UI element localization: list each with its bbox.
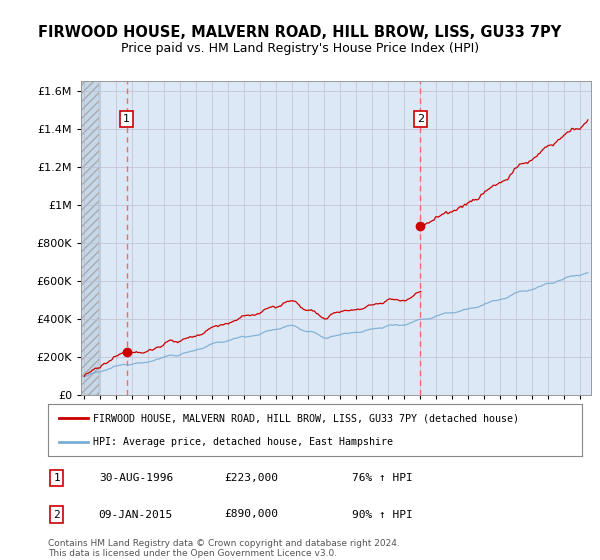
- Text: 2: 2: [417, 114, 424, 124]
- Text: FIRWOOD HOUSE, MALVERN ROAD, HILL BROW, LISS, GU33 7PY (detached house): FIRWOOD HOUSE, MALVERN ROAD, HILL BROW, …: [94, 413, 520, 423]
- Text: Contains HM Land Registry data © Crown copyright and database right 2024.
This d: Contains HM Land Registry data © Crown c…: [48, 539, 400, 558]
- Text: FIRWOOD HOUSE, MALVERN ROAD, HILL BROW, LISS, GU33 7PY: FIRWOOD HOUSE, MALVERN ROAD, HILL BROW, …: [38, 25, 562, 40]
- Text: £223,000: £223,000: [224, 473, 278, 483]
- Bar: [81, 81, 98, 395]
- Text: 1: 1: [53, 473, 60, 483]
- Text: 1: 1: [123, 114, 130, 124]
- Text: 90% ↑ HPI: 90% ↑ HPI: [352, 510, 413, 520]
- Text: 76% ↑ HPI: 76% ↑ HPI: [352, 473, 413, 483]
- Text: 30-AUG-1996: 30-AUG-1996: [99, 473, 173, 483]
- Text: 2: 2: [53, 510, 60, 520]
- Text: Price paid vs. HM Land Registry's House Price Index (HPI): Price paid vs. HM Land Registry's House …: [121, 42, 479, 55]
- Bar: [81, 81, 98, 395]
- Text: HPI: Average price, detached house, East Hampshire: HPI: Average price, detached house, East…: [94, 437, 394, 447]
- Text: 09-JAN-2015: 09-JAN-2015: [99, 510, 173, 520]
- Text: £890,000: £890,000: [224, 510, 278, 520]
